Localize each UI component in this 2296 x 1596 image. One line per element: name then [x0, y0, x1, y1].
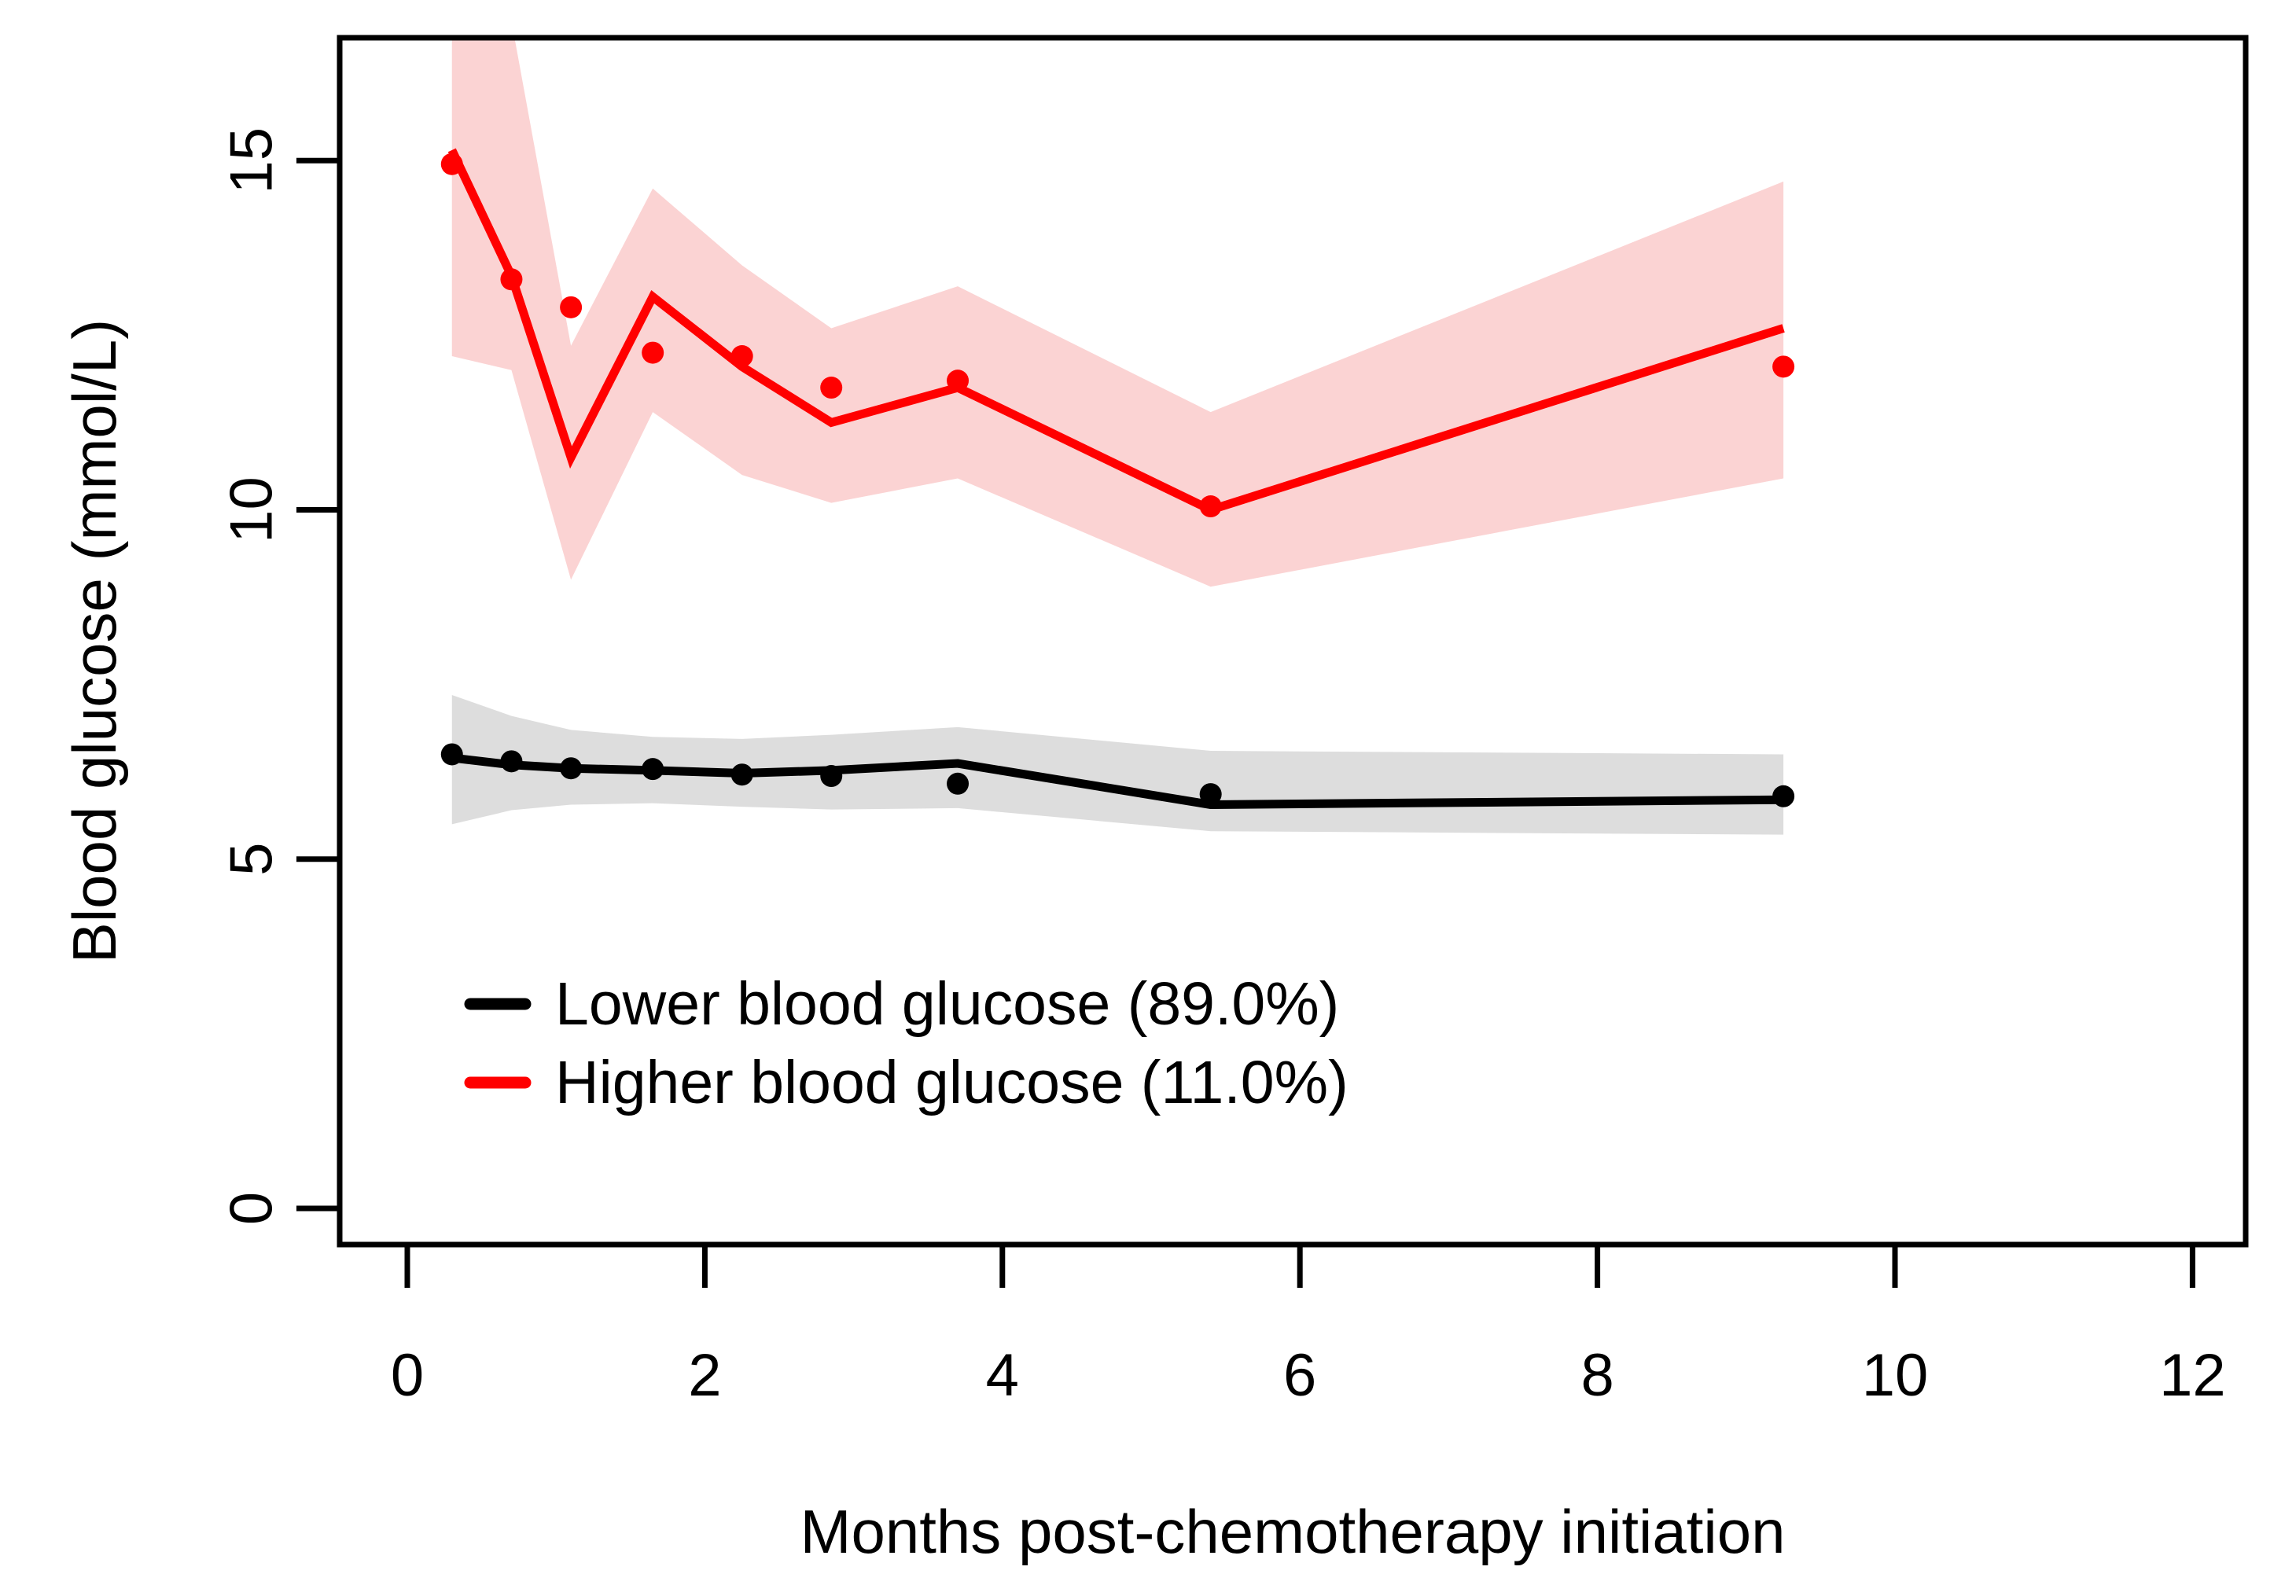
lower-class-observed-point [500, 750, 523, 773]
plot-box [337, 35, 2249, 1248]
higher-class-observed-point [440, 153, 463, 175]
higher-class-observed-point [500, 268, 523, 291]
lower-class-observed-point [560, 757, 583, 780]
lower-class-observed-point [1199, 783, 1222, 806]
lower-class-observed-point [947, 772, 970, 795]
higher-class-observed-point [1199, 495, 1222, 518]
higher-class-observed-point [730, 345, 753, 368]
x-tick-label: 6 [1283, 1342, 1316, 1409]
plot-frame [337, 35, 2249, 1248]
y-tick-label: 10 [219, 476, 285, 543]
higher-class-observed-point [820, 377, 843, 399]
lower-class-observed-point [820, 765, 843, 788]
higher-class-confidence-band [451, 38, 1784, 587]
higher-class-observed-point [1772, 355, 1795, 378]
legend: Lower blood glucose (89.0%) Higher blood … [464, 970, 1349, 1116]
lower-class-observed-point [440, 743, 463, 766]
x-tick-label: 0 [391, 1342, 424, 1409]
x-tick-label: 4 [986, 1342, 1019, 1409]
x-tick-label: 12 [2159, 1342, 2226, 1409]
higher-class-observed-point [560, 296, 583, 318]
axes: 0 5 10 15 0 2 4 6 8 10 12 [219, 127, 2226, 1409]
axis-titles: Blood glucose (mmol/L) Months post-chemot… [60, 319, 1786, 1566]
y-tick-label: 0 [219, 1192, 285, 1225]
y-tick-label: 5 [219, 843, 285, 876]
lower-class-observed-point [730, 763, 753, 786]
legend-label: Higher blood glucose (11.0%) [555, 1049, 1349, 1116]
y-tick-label: 15 [219, 127, 285, 194]
x-axis-title: Months post-chemotherapy initiation [800, 1497, 1786, 1566]
lower-class-observed-point [1772, 785, 1795, 807]
x-tick-label: 10 [1862, 1342, 1929, 1409]
lower-class-observed-point [642, 758, 664, 781]
y-axis-title: Blood glucose (mmol/L) [60, 319, 129, 963]
confidence-bands [451, 38, 1784, 835]
x-tick-label: 2 [688, 1342, 721, 1409]
higher-class-observed-point [642, 341, 664, 364]
observed-mean-points [440, 153, 1795, 807]
higher-class-observed-point [947, 370, 970, 392]
x-tick-label: 8 [1580, 1342, 1613, 1409]
legend-label: Lower blood glucose (89.0%) [555, 970, 1339, 1038]
